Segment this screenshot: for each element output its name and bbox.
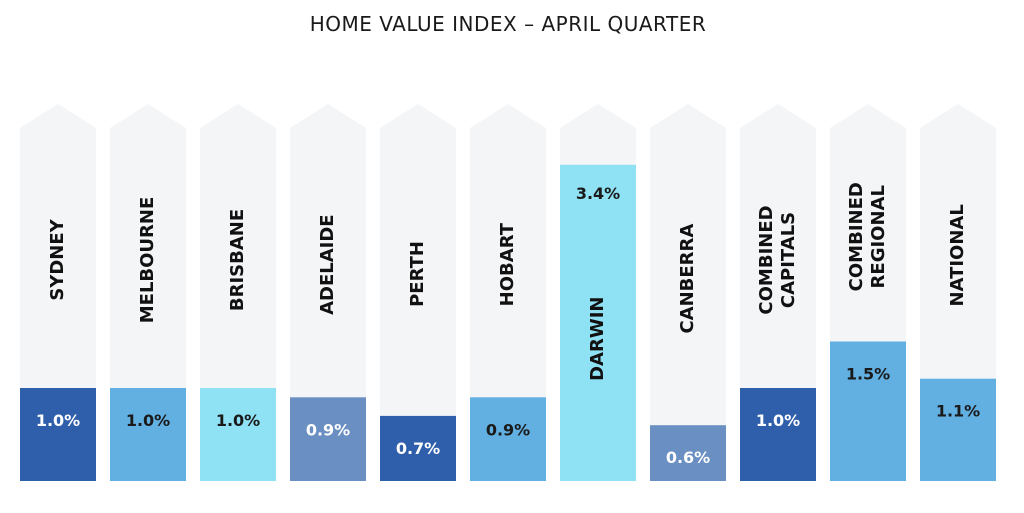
bar-column: 1.5% COMBINED REGIONAL — [830, 104, 906, 481]
column-background — [380, 104, 456, 481]
bar-column: 0.6% CANBERRA — [650, 104, 726, 481]
category-label: MELBOURNE — [137, 197, 158, 324]
bar-column: 1.0% BRISBANE — [200, 104, 276, 481]
category-label: BRISBANE — [227, 209, 248, 311]
column-background — [650, 104, 726, 481]
category-label: SYDNEY — [47, 218, 68, 300]
bar-column: 1.0% SYDNEY — [20, 104, 96, 481]
bar — [290, 397, 366, 481]
bar — [740, 388, 816, 481]
bar — [830, 341, 906, 481]
category-label: CAPITALS — [778, 212, 799, 308]
bar-column: 3.4% DARWIN — [560, 104, 636, 482]
chart-title: HOME VALUE INDEX – APRIL QUARTER — [309, 12, 707, 36]
value-label: 0.6% — [666, 448, 710, 467]
bar-column: 1.1% NATIONAL — [920, 104, 996, 481]
bar — [560, 164, 636, 482]
value-label: 1.1% — [936, 402, 980, 421]
value-label: 1.0% — [36, 411, 80, 430]
value-label: 1.5% — [846, 365, 890, 384]
column-background — [20, 104, 96, 481]
bar-column: 1.0% MELBOURNE — [110, 104, 186, 481]
column-background — [290, 104, 366, 481]
bar-column: 0.9% ADELAIDE — [290, 104, 366, 481]
column-background — [200, 104, 276, 481]
bar — [20, 388, 96, 481]
bar — [380, 415, 456, 481]
bar-column: 1.0% COMBINED CAPITALS — [740, 104, 816, 481]
category-label: DARWIN — [587, 297, 608, 381]
bar-column: 0.7% PERTH — [380, 104, 456, 481]
category-label: PERTH — [407, 241, 428, 307]
category-label: COMBINED — [846, 182, 867, 291]
bar — [470, 397, 546, 481]
bar — [110, 388, 186, 481]
bar — [200, 388, 276, 481]
category-label: CANBERRA — [677, 224, 698, 334]
value-label: 1.0% — [126, 411, 170, 430]
value-label: 0.9% — [486, 420, 530, 439]
value-label: 1.0% — [216, 411, 260, 430]
category-label: HOBART — [497, 222, 518, 306]
category-label: NATIONAL — [947, 204, 968, 306]
column-background — [110, 104, 186, 481]
bar-column: 0.9% HOBART — [470, 104, 546, 481]
value-label: 1.0% — [756, 411, 800, 430]
column-background — [740, 104, 816, 481]
category-label: ADELAIDE — [317, 214, 338, 315]
value-label: 3.4% — [576, 184, 620, 203]
value-label: 0.7% — [396, 439, 440, 458]
column-background — [470, 104, 546, 481]
category-label: REGIONAL — [868, 185, 889, 288]
category-label: COMBINED — [756, 205, 777, 314]
bar — [920, 378, 996, 481]
value-label: 0.9% — [306, 420, 350, 439]
bar — [650, 425, 726, 481]
